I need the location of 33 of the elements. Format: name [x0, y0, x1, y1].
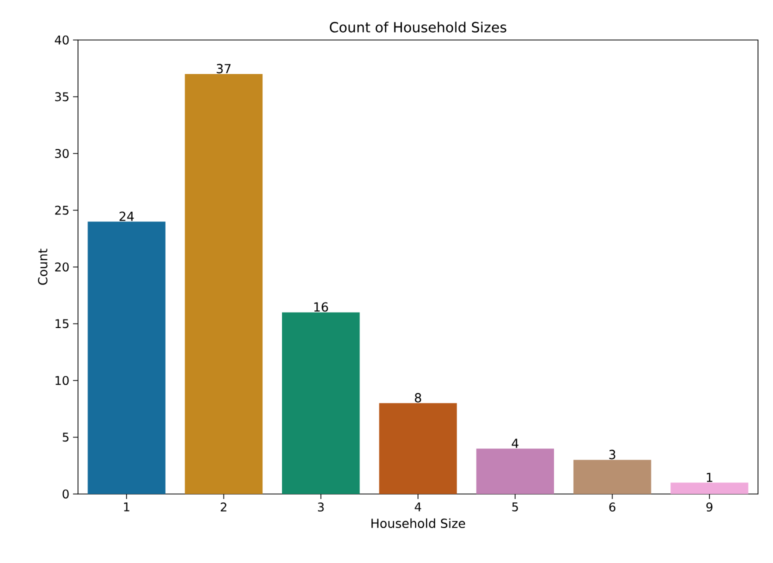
y-tick-label: 10	[56, 376, 69, 386]
x-tick-label: 2	[220, 502, 226, 512]
y-tick-label: 20	[55, 262, 69, 272]
bar	[379, 403, 457, 494]
bar	[184, 74, 263, 494]
data-label: 24	[120, 212, 134, 221]
data-label: 1	[706, 472, 712, 482]
bar	[88, 222, 166, 494]
y-tick-label: 35	[55, 92, 68, 102]
y-tick-label: 15	[56, 319, 68, 328]
data-label: 37	[216, 64, 231, 74]
chart-title: Count of Household Sizes	[330, 22, 506, 32]
x-axis-title: Household Size	[372, 518, 466, 528]
x-tick-label: 9	[706, 502, 712, 512]
y-tick-label: 25	[55, 206, 68, 215]
x-tick-label: 6	[609, 502, 616, 512]
x-tick-label: 1	[124, 502, 130, 512]
data-label: 16	[314, 302, 328, 312]
data-label: 3	[609, 450, 616, 460]
y-tick-label: 5	[62, 432, 68, 442]
y-tick-label: 30	[55, 148, 69, 158]
y-tick-label: 40	[54, 35, 69, 45]
y-tick-label: 0	[62, 489, 69, 499]
bar	[573, 460, 652, 494]
y-axis-title: Count	[38, 248, 48, 285]
x-tick-label: 3	[318, 502, 324, 512]
bar	[476, 448, 554, 494]
x-tick-label: 4	[414, 502, 422, 512]
x-tick-label: 5	[512, 502, 518, 512]
data-label: 4	[512, 438, 518, 448]
bar	[282, 312, 360, 494]
bar	[670, 482, 748, 494]
data-label: 8	[414, 393, 422, 402]
